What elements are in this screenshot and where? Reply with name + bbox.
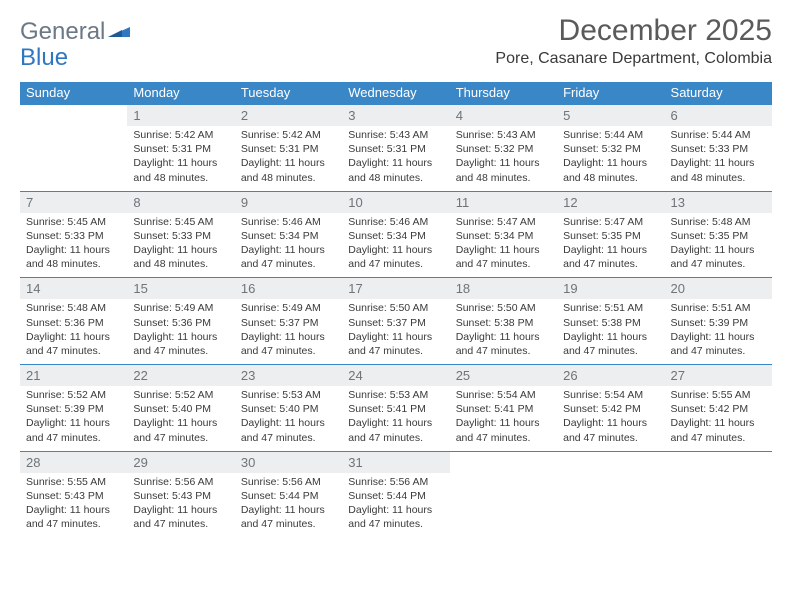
day-body-cell: Sunrise: 5:50 AMSunset: 5:37 PMDaylight:… xyxy=(342,299,449,364)
day-body-cell: Sunrise: 5:51 AMSunset: 5:38 PMDaylight:… xyxy=(557,299,664,364)
day-number-cell: 4 xyxy=(450,105,557,127)
day-body-cell: Sunrise: 5:49 AMSunset: 5:36 PMDaylight:… xyxy=(127,299,234,364)
day-body-cell: Sunrise: 5:44 AMSunset: 5:33 PMDaylight:… xyxy=(665,126,772,191)
day-body-cell xyxy=(665,473,772,538)
weekday-header: Tuesday xyxy=(235,82,342,105)
day-number-row: 14151617181920 xyxy=(20,278,772,300)
day-body-cell xyxy=(557,473,664,538)
day-number-cell: 29 xyxy=(127,451,234,473)
day-number-cell: 8 xyxy=(127,191,234,213)
day-number-cell: 21 xyxy=(20,365,127,387)
day-body-cell: Sunrise: 5:52 AMSunset: 5:39 PMDaylight:… xyxy=(20,386,127,451)
day-body-cell: Sunrise: 5:43 AMSunset: 5:31 PMDaylight:… xyxy=(342,126,449,191)
day-number-cell: 31 xyxy=(342,451,449,473)
day-body-cell xyxy=(450,473,557,538)
day-body-row: Sunrise: 5:52 AMSunset: 5:39 PMDaylight:… xyxy=(20,386,772,451)
day-number-cell: 10 xyxy=(342,191,449,213)
day-number-cell: 6 xyxy=(665,105,772,127)
day-number-cell: 24 xyxy=(342,365,449,387)
day-number-cell: 11 xyxy=(450,191,557,213)
day-body-cell: Sunrise: 5:46 AMSunset: 5:34 PMDaylight:… xyxy=(342,213,449,278)
calendar-page: General December 2025 Pore, Casanare Dep… xyxy=(0,0,792,612)
day-number-cell: 20 xyxy=(665,278,772,300)
day-number-cell: 28 xyxy=(20,451,127,473)
day-body-cell: Sunrise: 5:56 AMSunset: 5:44 PMDaylight:… xyxy=(235,473,342,538)
day-body-cell: Sunrise: 5:53 AMSunset: 5:41 PMDaylight:… xyxy=(342,386,449,451)
day-number-cell: 16 xyxy=(235,278,342,300)
day-body-cell: Sunrise: 5:51 AMSunset: 5:39 PMDaylight:… xyxy=(665,299,772,364)
weekday-header: Friday xyxy=(557,82,664,105)
day-body-cell: Sunrise: 5:50 AMSunset: 5:38 PMDaylight:… xyxy=(450,299,557,364)
day-body-cell: Sunrise: 5:44 AMSunset: 5:32 PMDaylight:… xyxy=(557,126,664,191)
day-number-row: 28293031 xyxy=(20,451,772,473)
day-number-cell xyxy=(557,451,664,473)
location-subtitle: Pore, Casanare Department, Colombia xyxy=(495,50,772,68)
day-number-cell: 5 xyxy=(557,105,664,127)
calendar-body: 123456Sunrise: 5:42 AMSunset: 5:31 PMDay… xyxy=(20,105,772,538)
day-body-cell: Sunrise: 5:49 AMSunset: 5:37 PMDaylight:… xyxy=(235,299,342,364)
brand-logo: General xyxy=(20,14,130,46)
brand-part2: Blue xyxy=(20,44,68,72)
day-body-row: Sunrise: 5:42 AMSunset: 5:31 PMDaylight:… xyxy=(20,126,772,191)
day-number-cell: 17 xyxy=(342,278,449,300)
flag-icon xyxy=(108,18,130,46)
day-number-cell: 1 xyxy=(127,105,234,127)
day-number-cell: 26 xyxy=(557,365,664,387)
weekday-header: Saturday xyxy=(665,82,772,105)
day-number-cell xyxy=(450,451,557,473)
day-number-cell: 23 xyxy=(235,365,342,387)
day-number-cell: 13 xyxy=(665,191,772,213)
month-title: December 2025 xyxy=(495,14,772,48)
day-number-cell xyxy=(20,105,127,127)
day-number-cell: 22 xyxy=(127,365,234,387)
day-number-cell: 9 xyxy=(235,191,342,213)
day-body-cell: Sunrise: 5:43 AMSunset: 5:32 PMDaylight:… xyxy=(450,126,557,191)
day-number-cell: 12 xyxy=(557,191,664,213)
day-body-cell: Sunrise: 5:48 AMSunset: 5:35 PMDaylight:… xyxy=(665,213,772,278)
day-number-row: 78910111213 xyxy=(20,191,772,213)
day-number-cell: 3 xyxy=(342,105,449,127)
day-number-cell: 15 xyxy=(127,278,234,300)
day-body-cell: Sunrise: 5:46 AMSunset: 5:34 PMDaylight:… xyxy=(235,213,342,278)
day-body-cell: Sunrise: 5:47 AMSunset: 5:35 PMDaylight:… xyxy=(557,213,664,278)
calendar-table: Sunday Monday Tuesday Wednesday Thursday… xyxy=(20,82,772,537)
day-body-cell: Sunrise: 5:53 AMSunset: 5:40 PMDaylight:… xyxy=(235,386,342,451)
weekday-header: Sunday xyxy=(20,82,127,105)
day-body-cell: Sunrise: 5:48 AMSunset: 5:36 PMDaylight:… xyxy=(20,299,127,364)
day-body-cell: Sunrise: 5:42 AMSunset: 5:31 PMDaylight:… xyxy=(235,126,342,191)
day-body-cell: Sunrise: 5:55 AMSunset: 5:42 PMDaylight:… xyxy=(665,386,772,451)
day-body-cell: Sunrise: 5:55 AMSunset: 5:43 PMDaylight:… xyxy=(20,473,127,538)
day-body-cell: Sunrise: 5:42 AMSunset: 5:31 PMDaylight:… xyxy=(127,126,234,191)
day-number-row: 21222324252627 xyxy=(20,365,772,387)
day-body-cell: Sunrise: 5:45 AMSunset: 5:33 PMDaylight:… xyxy=(127,213,234,278)
day-number-cell: 7 xyxy=(20,191,127,213)
day-body-row: Sunrise: 5:55 AMSunset: 5:43 PMDaylight:… xyxy=(20,473,772,538)
day-body-row: Sunrise: 5:48 AMSunset: 5:36 PMDaylight:… xyxy=(20,299,772,364)
title-block: December 2025 Pore, Casanare Department,… xyxy=(495,14,772,68)
day-body-row: Sunrise: 5:45 AMSunset: 5:33 PMDaylight:… xyxy=(20,213,772,278)
day-body-cell: Sunrise: 5:56 AMSunset: 5:43 PMDaylight:… xyxy=(127,473,234,538)
day-body-cell xyxy=(20,126,127,191)
weekday-header-row: Sunday Monday Tuesday Wednesday Thursday… xyxy=(20,82,772,105)
day-body-cell: Sunrise: 5:52 AMSunset: 5:40 PMDaylight:… xyxy=(127,386,234,451)
day-body-cell: Sunrise: 5:56 AMSunset: 5:44 PMDaylight:… xyxy=(342,473,449,538)
weekday-header: Thursday xyxy=(450,82,557,105)
weekday-header: Monday xyxy=(127,82,234,105)
day-body-cell: Sunrise: 5:47 AMSunset: 5:34 PMDaylight:… xyxy=(450,213,557,278)
weekday-header: Wednesday xyxy=(342,82,449,105)
day-number-cell: 30 xyxy=(235,451,342,473)
day-number-cell: 19 xyxy=(557,278,664,300)
day-number-cell: 2 xyxy=(235,105,342,127)
day-body-cell: Sunrise: 5:54 AMSunset: 5:42 PMDaylight:… xyxy=(557,386,664,451)
day-body-cell: Sunrise: 5:54 AMSunset: 5:41 PMDaylight:… xyxy=(450,386,557,451)
brand-part1: General xyxy=(20,18,105,46)
day-number-row: 123456 xyxy=(20,105,772,127)
day-number-cell xyxy=(665,451,772,473)
day-number-cell: 14 xyxy=(20,278,127,300)
day-number-cell: 27 xyxy=(665,365,772,387)
day-number-cell: 18 xyxy=(450,278,557,300)
day-number-cell: 25 xyxy=(450,365,557,387)
day-body-cell: Sunrise: 5:45 AMSunset: 5:33 PMDaylight:… xyxy=(20,213,127,278)
